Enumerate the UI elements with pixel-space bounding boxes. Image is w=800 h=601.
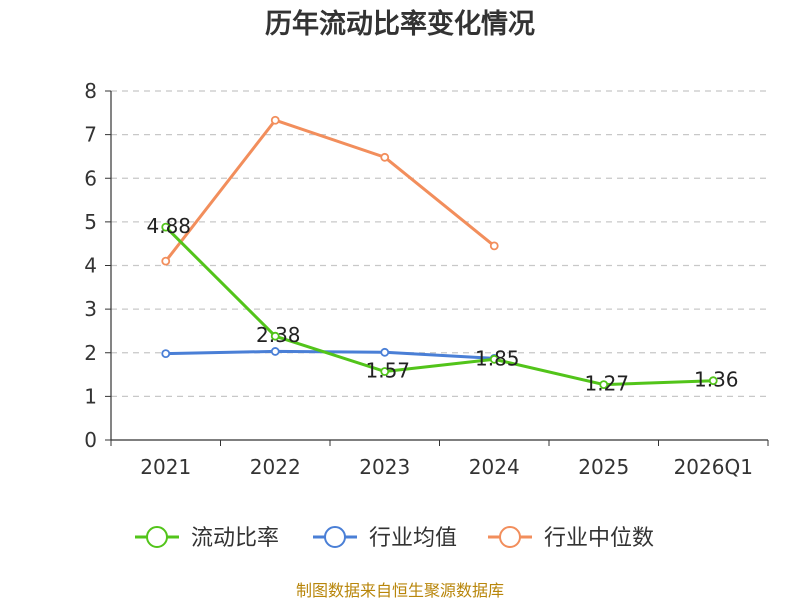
data-point[interactable] [270, 331, 280, 341]
data-point[interactable] [599, 380, 609, 389]
x-tick-label: 2026Q1 [674, 455, 753, 479]
series-line [164, 118, 496, 263]
y-tick-label: 8 [84, 79, 97, 103]
legend-swatch-marker [499, 526, 521, 548]
data-point[interactable] [161, 222, 171, 232]
legend-item[interactable]: 行业中位数 [488, 526, 654, 551]
grid [111, 90, 768, 397]
series-line [164, 349, 496, 360]
data-point[interactable] [270, 115, 280, 125]
data-labels: 4.88 2.38 1.57 1.85 1.27 1.36 [146, 214, 738, 395]
legend-label: 流动比率 [191, 526, 279, 551]
axes: 0 1 2 3 4 5 6 7 8 2021 2022 2023 2024 2025 2026Q1 [84, 79, 769, 479]
legend-swatch-marker [324, 526, 346, 548]
data-point[interactable] [380, 152, 390, 162]
y-tick-label: 3 [84, 297, 97, 321]
legend-item[interactable]: 行业均值 [313, 526, 457, 551]
source-note: 制图数据来自恒生聚源数据库 [295, 581, 504, 600]
data-label: 1.85 [475, 346, 520, 370]
data-point[interactable] [489, 354, 499, 364]
x-tick-label: 2022 [250, 455, 301, 479]
y-tick-label: 4 [84, 254, 97, 278]
x-tick-label: 2025 [578, 455, 629, 479]
data-point[interactable] [270, 347, 280, 356]
data-point[interactable] [161, 349, 171, 359]
data-point[interactable] [708, 376, 718, 386]
legend-swatch-marker [146, 526, 168, 548]
legend-label: 行业均值 [369, 526, 457, 551]
y-tick-label: 2 [84, 341, 97, 365]
chart-title: 历年流动比率变化情况 [265, 9, 535, 40]
y-tick-label: 6 [84, 166, 97, 190]
legend[interactable]: 流动比率 行业均值 行业中位数 [135, 526, 654, 551]
x-tick-label: 2021 [140, 455, 191, 479]
y-tick-label: 0 [84, 428, 97, 452]
data-point[interactable] [380, 347, 390, 357]
data-label: 1.36 [694, 368, 739, 392]
y-tick-label: 5 [84, 210, 97, 234]
data-label: 1.57 [365, 359, 410, 383]
data-point[interactable] [489, 241, 499, 251]
x-tick-label: 2023 [359, 455, 410, 479]
series-group [161, 115, 718, 389]
data-label: 2.38 [256, 323, 301, 347]
data-label: 1.27 [584, 372, 629, 396]
series-line [164, 225, 715, 387]
y-tick-label: 1 [84, 384, 97, 408]
y-tick-label: 7 [84, 123, 97, 147]
legend-label: 行业中位数 [544, 526, 654, 551]
data-point[interactable] [161, 256, 171, 266]
x-tick-label: 2024 [469, 455, 520, 479]
data-point[interactable] [380, 367, 390, 376]
legend-item[interactable]: 流动比率 [135, 526, 279, 551]
data-label: 4.88 [146, 214, 191, 238]
